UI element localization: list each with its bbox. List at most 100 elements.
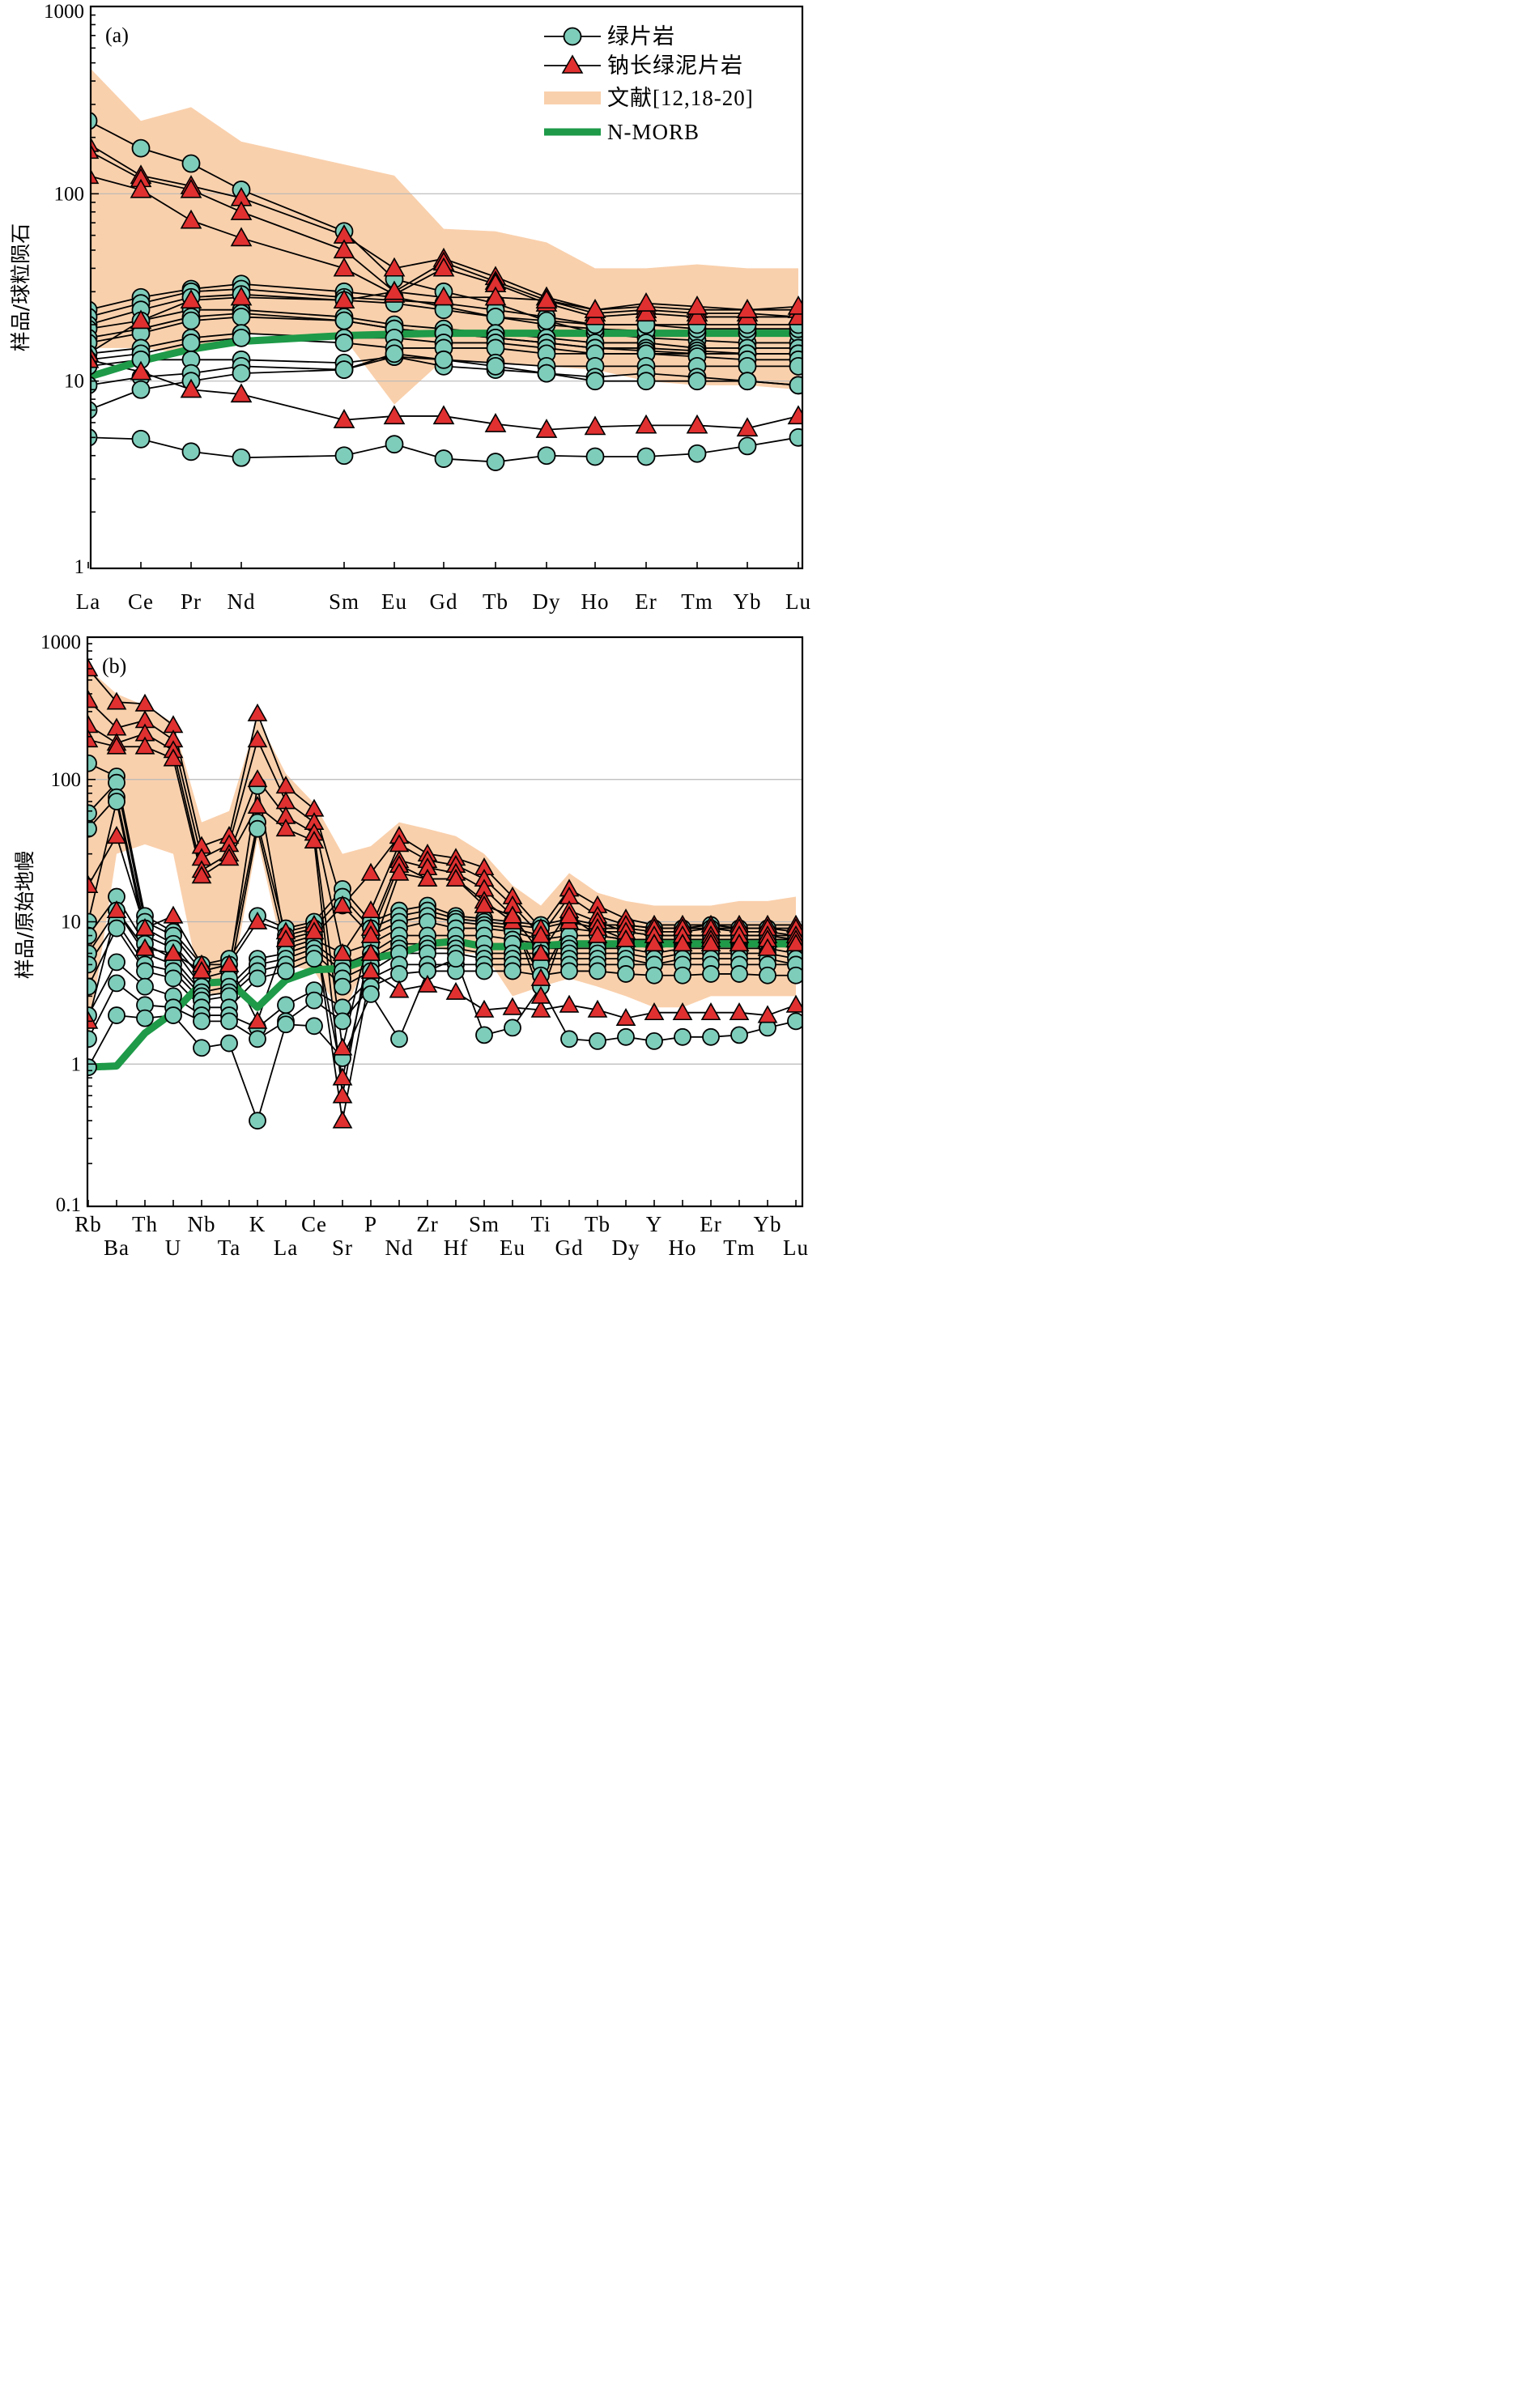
albite-chlorite-schist-point bbox=[729, 934, 750, 952]
greenschist-point bbox=[108, 793, 125, 810]
albite-chlorite-schist-point bbox=[163, 942, 184, 961]
albite-chlorite-schist-point bbox=[130, 360, 152, 381]
x-tick-label: Tb bbox=[585, 1212, 610, 1236]
greenschist-point bbox=[789, 427, 802, 447]
albite-chlorite-schist-point bbox=[180, 378, 202, 398]
albite-chlorite-schist-point bbox=[535, 419, 558, 438]
x-tick-label: Nd bbox=[385, 1236, 414, 1260]
x-tick-label: U bbox=[165, 1236, 182, 1260]
legend-circle-marker bbox=[563, 27, 582, 46]
albite-chlorite-schist-point bbox=[91, 353, 100, 368]
albite-chlorite-schist-point bbox=[736, 417, 759, 437]
albite-chlorite-schist-point bbox=[383, 405, 406, 425]
greenschist-point bbox=[385, 435, 404, 454]
albite-chlorite-schist-point bbox=[106, 826, 127, 844]
albite-chlorite-schist-point bbox=[219, 954, 240, 972]
albite-chlorite-schist-point bbox=[584, 299, 606, 318]
greenschist-point bbox=[789, 376, 802, 395]
greenschist-point bbox=[249, 1030, 266, 1048]
greenschist-point bbox=[504, 1019, 521, 1037]
x-tick-label: Ta bbox=[218, 1236, 241, 1260]
greenschist-point bbox=[334, 334, 354, 352]
plot-area bbox=[87, 658, 802, 1130]
plot-area bbox=[91, 68, 802, 471]
albite-chlorite-schist-point bbox=[180, 209, 202, 229]
legend-band-swatch bbox=[544, 91, 601, 104]
albite-chlorite-schist-point bbox=[530, 999, 551, 1018]
albite-chlorite-schist-point bbox=[163, 748, 184, 767]
greenschist-point bbox=[617, 965, 635, 983]
greenschist-point bbox=[136, 977, 154, 996]
albite-chlorite-schist-point bbox=[686, 305, 708, 325]
x-tick-label: Hf bbox=[444, 1236, 469, 1260]
x-tick-label: La bbox=[76, 589, 100, 614]
albite-chlorite-schist-point bbox=[474, 895, 495, 913]
y-tick-label: 1 bbox=[74, 556, 85, 578]
albite-chlorite-schist-point bbox=[615, 1007, 636, 1026]
albite-chlorite-schist-point bbox=[484, 286, 507, 306]
albite-chlorite-schist-point bbox=[134, 736, 155, 755]
y-tick-label: 0.1 bbox=[56, 1194, 81, 1216]
albite-chlorite-schist-point bbox=[130, 178, 152, 198]
albite-chlorite-schist-point bbox=[247, 795, 268, 814]
greenschist-point bbox=[789, 356, 802, 376]
albite-chlorite-schist-point bbox=[736, 299, 759, 318]
x-tick-label: Zr bbox=[416, 1212, 438, 1236]
x-tick-label: Ce bbox=[301, 1212, 327, 1236]
albite-chlorite-schist-point bbox=[191, 960, 212, 979]
albite-chlorite-schist-point bbox=[247, 1010, 268, 1029]
greenschist-point bbox=[164, 969, 182, 988]
albite-chlorite-schist-point bbox=[672, 1002, 693, 1021]
albite-chlorite-schist-point bbox=[180, 178, 202, 198]
x-tick-label: Rb bbox=[74, 1212, 102, 1236]
albite-chlorite-schist-point bbox=[360, 960, 381, 979]
albite-chlorite-schist-point bbox=[230, 201, 253, 220]
plot-frame bbox=[89, 5, 804, 570]
x-tick-label: Nb bbox=[188, 1212, 216, 1236]
albite-chlorite-schist-point bbox=[360, 942, 381, 961]
x-tick-label: Y bbox=[646, 1212, 663, 1236]
greenschist-point bbox=[537, 446, 556, 466]
x-tick-label: Sm bbox=[329, 589, 359, 614]
albite-chlorite-schist-point bbox=[417, 868, 438, 887]
albite-chlorite-schist-point bbox=[757, 1005, 778, 1023]
albite-chlorite-schist-point bbox=[230, 286, 253, 306]
x-tick-label: Sr bbox=[332, 1236, 353, 1260]
greenschist-point bbox=[537, 364, 556, 383]
greenschist-point bbox=[334, 446, 354, 466]
greenschist-point bbox=[738, 436, 757, 456]
greenschist-point bbox=[334, 311, 354, 330]
greenschist-point bbox=[475, 1026, 493, 1044]
albite-chlorite-schist-point bbox=[635, 292, 657, 312]
y-tick-label: 10 bbox=[61, 912, 81, 934]
albite-chlorite-schist-point bbox=[559, 994, 580, 1013]
panel-label: (a) bbox=[105, 23, 129, 47]
y-tick-label: 1000 bbox=[44, 1, 84, 23]
y-axis-title: 样品/原始地幔 bbox=[13, 851, 36, 979]
albite-chlorite-schist-point bbox=[530, 985, 551, 1004]
greenschist-point bbox=[249, 1112, 266, 1130]
y-tick-label: 10 bbox=[64, 371, 84, 393]
albite-chlorite-schist-point bbox=[502, 997, 523, 1015]
albite-chlorite-schist-point bbox=[587, 925, 608, 943]
greenschist-point bbox=[181, 442, 201, 461]
greenschist-point bbox=[738, 372, 757, 391]
greenschist-point bbox=[730, 1026, 748, 1044]
albite-chlorite-schist-point bbox=[332, 1110, 353, 1129]
greenschist-point bbox=[277, 1015, 295, 1034]
albite-chlorite-schist-point bbox=[219, 848, 240, 866]
albite-chlorite-schist-point bbox=[787, 295, 802, 315]
x-tick-label: Gd bbox=[430, 589, 458, 614]
greenschist-point bbox=[108, 974, 125, 993]
x-tick-label: Lu bbox=[785, 589, 811, 614]
greenschist-point bbox=[193, 1012, 211, 1031]
greenschist-point bbox=[560, 962, 578, 980]
greenschist-point bbox=[220, 1012, 238, 1031]
greenschist-point bbox=[702, 1027, 720, 1046]
albite-chlorite-schist-point bbox=[247, 729, 268, 748]
albite-chlorite-schist-point bbox=[644, 934, 665, 952]
albite-chlorite-schist-point bbox=[134, 917, 155, 936]
greenschist-point bbox=[645, 966, 663, 985]
albite-chlorite-schist-point bbox=[584, 415, 606, 436]
